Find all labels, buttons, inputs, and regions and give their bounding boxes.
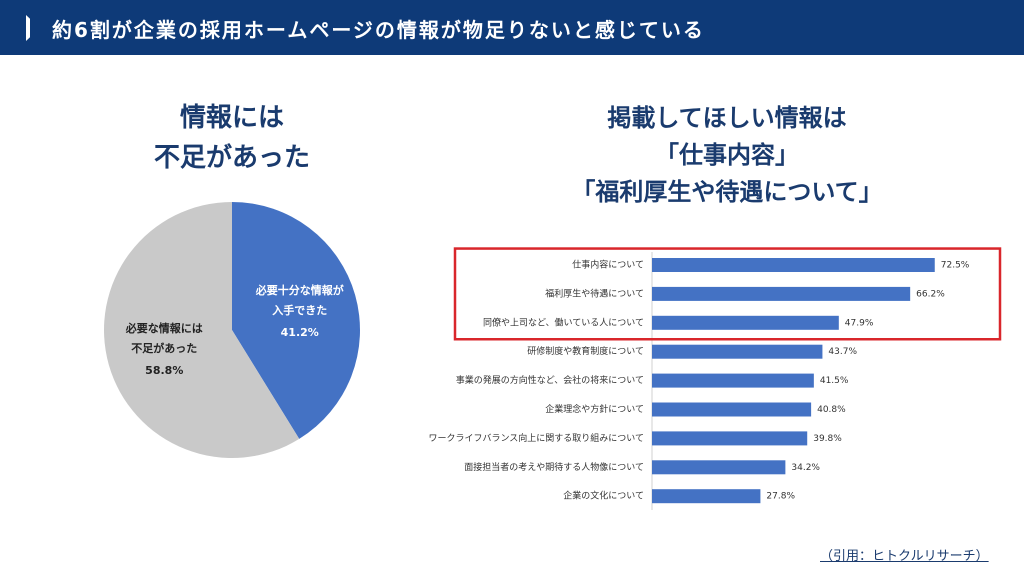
value-label: 66.2% xyxy=(916,289,945,299)
pie-label: 必要十分な情報が 入手できた xyxy=(255,283,344,317)
y-tick-label: 面接担当者の考えや期待する人物像について xyxy=(464,461,644,473)
y-tick-label: 事業の発展の方向性など、会社の将来について xyxy=(456,374,644,386)
value-label: 41.5% xyxy=(820,376,849,386)
y-tick-label: 福利厚生や待遇について xyxy=(545,287,644,299)
value-label: 72.5% xyxy=(941,261,970,271)
bar xyxy=(652,373,814,388)
value-label: 39.8% xyxy=(813,434,842,444)
highlight-box xyxy=(453,247,1002,341)
y-tick-label: 研修制度や教育制度について xyxy=(527,345,644,357)
header-bar: 約6割が企業の採用ホームページの情報が物足りないと感じている xyxy=(0,0,1024,55)
bar xyxy=(652,489,761,504)
bar xyxy=(652,344,823,359)
y-tick-label: ワークライフバランス向上に関する取り組みについて xyxy=(428,432,644,444)
bar-title: 掲載してほしい情報は 「仕事内容」 「福利厚生や待遇について」 xyxy=(571,104,883,206)
header-title: 約6割が企業の採用ホームページの情報が物足りないと感じている xyxy=(52,18,705,42)
bar xyxy=(652,286,911,301)
pie-value-label: 41.2% xyxy=(280,325,319,339)
y-tick-label: 企業理念や方針について xyxy=(545,403,644,415)
header-arrow xyxy=(26,15,30,41)
value-label: 27.8% xyxy=(766,492,795,502)
y-tick-label: 同僚や上司など、働いている人について xyxy=(483,316,644,328)
y-tick-label: 企業の文化について xyxy=(563,490,644,502)
bar xyxy=(652,258,935,272)
value-label: 34.2% xyxy=(791,463,820,473)
value-label: 40.8% xyxy=(817,405,846,415)
value-label: 47.9% xyxy=(845,318,874,328)
pie-slice xyxy=(104,202,300,458)
value-label: 43.7% xyxy=(828,347,857,357)
y-tick-label: 仕事内容について xyxy=(572,259,644,271)
bar xyxy=(652,431,808,446)
bar xyxy=(652,460,786,475)
pie-slice xyxy=(232,202,361,439)
pie-value-label: 58.8% xyxy=(145,364,184,378)
citation: （引用：ヒトクルリサーチ） xyxy=(820,549,989,564)
bar xyxy=(652,402,812,417)
pie-label: 必要な情報には 不足があった xyxy=(125,322,203,356)
bar xyxy=(652,315,839,330)
pie-title: 情報には 不足があった xyxy=(153,103,310,173)
